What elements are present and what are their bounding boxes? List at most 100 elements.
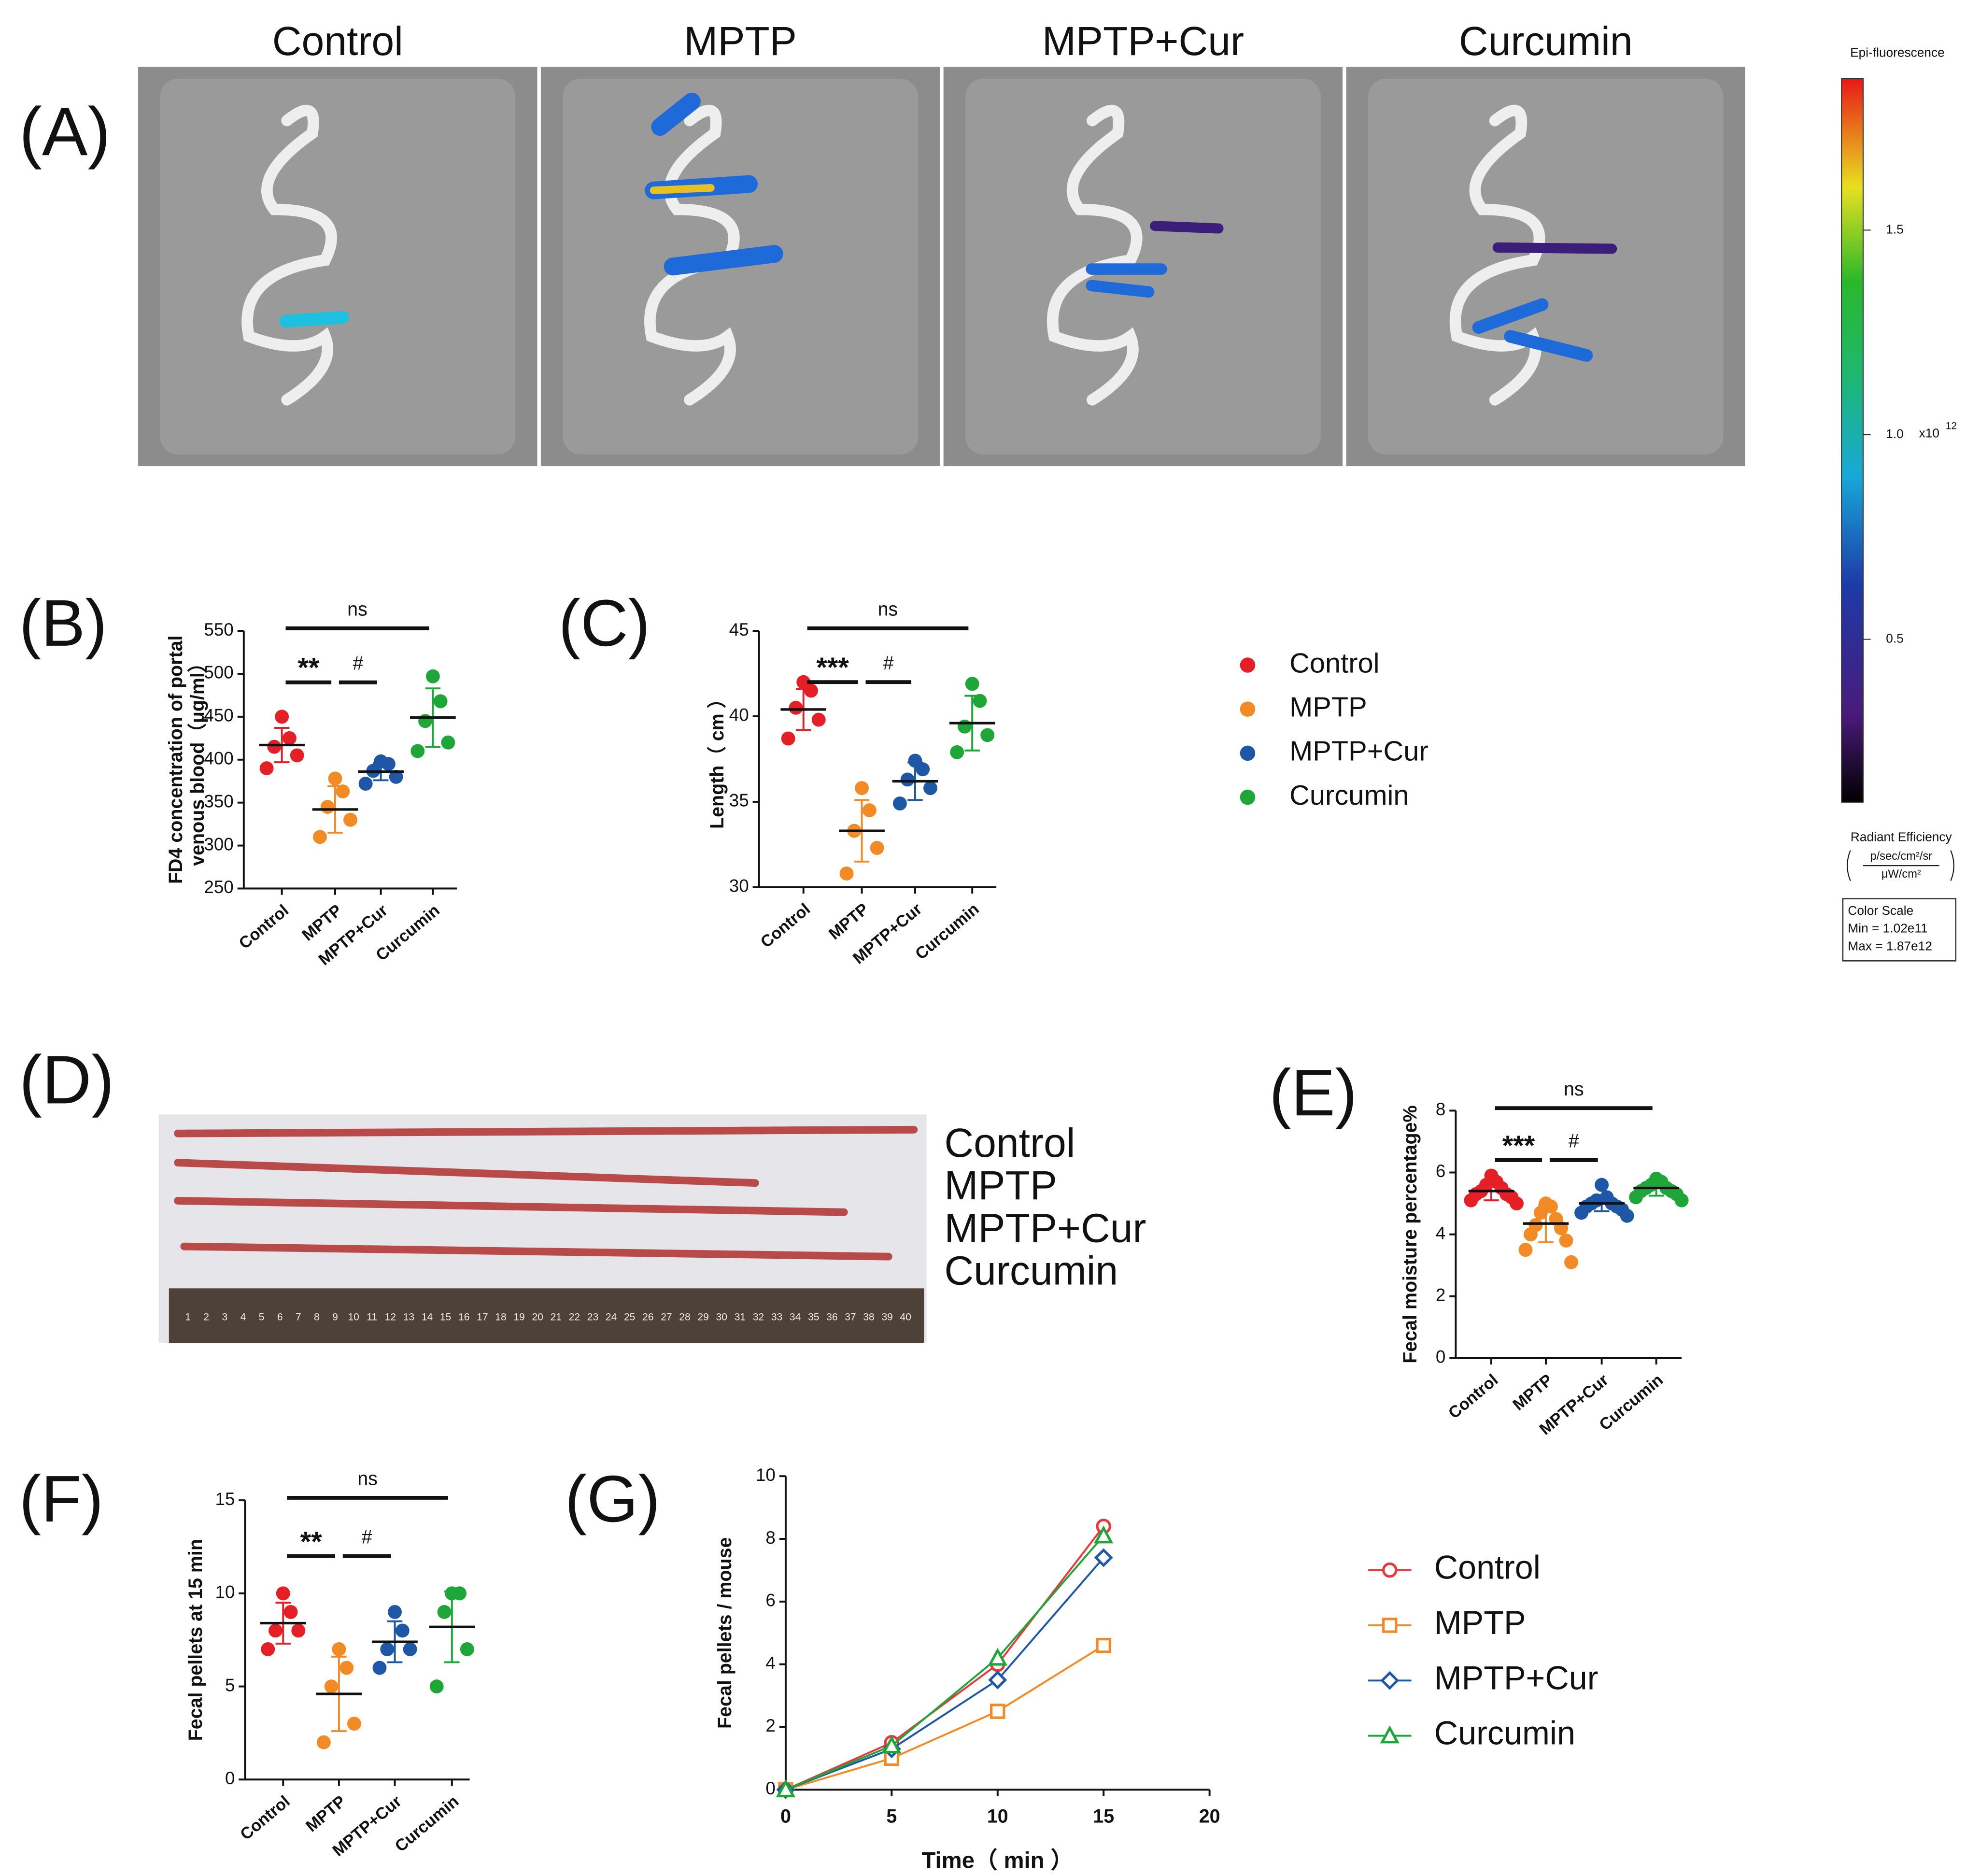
data-point bbox=[261, 1642, 275, 1656]
y-axis-label: Fecal pellets / mouse bbox=[714, 1537, 735, 1729]
significance-label: # bbox=[362, 1526, 372, 1548]
significance-label: ns bbox=[357, 1468, 378, 1490]
marker bbox=[1382, 1618, 1398, 1633]
data-point bbox=[425, 669, 440, 683]
colorbar-title: Epi-fluorescence bbox=[1850, 45, 1945, 59]
marker bbox=[1382, 1562, 1398, 1578]
significance-label: ** bbox=[300, 1526, 322, 1557]
y-tick-label: 6 bbox=[1436, 1161, 1445, 1181]
data-point bbox=[332, 1642, 346, 1656]
data-point bbox=[324, 1679, 339, 1694]
ruler-number: 24 bbox=[606, 1311, 617, 1322]
data-point bbox=[855, 781, 869, 796]
marker bbox=[1380, 1725, 1400, 1744]
unit-title: Radiant Efficiency bbox=[1851, 829, 1952, 844]
intestine bbox=[241, 104, 337, 406]
legend-dot bbox=[1240, 789, 1256, 805]
y-tick-label: 500 bbox=[204, 663, 233, 682]
series-line bbox=[785, 1525, 1104, 1791]
ruler-number: 35 bbox=[808, 1311, 819, 1322]
scale-min: Min = 1.02e11 bbox=[1848, 921, 1927, 936]
colon-label: Control bbox=[944, 1120, 1075, 1165]
y-tick-label: 8 bbox=[1436, 1099, 1445, 1119]
data-point bbox=[313, 830, 327, 844]
series-line bbox=[785, 1645, 1104, 1791]
data-point bbox=[320, 800, 335, 814]
data-point bbox=[1510, 1196, 1524, 1211]
data-point bbox=[957, 719, 972, 734]
data-point bbox=[380, 1642, 395, 1656]
data-point bbox=[980, 728, 995, 742]
data-point bbox=[290, 748, 304, 763]
x-tick-label: MPTP bbox=[1509, 1371, 1556, 1414]
marker bbox=[988, 1648, 1007, 1666]
ruler-number: 31 bbox=[735, 1311, 746, 1322]
ruler-number: 15 bbox=[440, 1311, 451, 1322]
colorbar: Epi-fluorescence x10 12 Radiant Efficien… bbox=[1841, 45, 1957, 962]
legend-label: MPTP+Cur bbox=[1434, 1660, 1598, 1696]
colorbar-multiplier: x10 bbox=[1919, 426, 1939, 441]
ruler-number: 20 bbox=[532, 1311, 543, 1322]
data-point bbox=[965, 677, 979, 691]
unit-numerator: p/sec/cm²/sr bbox=[1870, 850, 1932, 863]
data-point bbox=[275, 710, 289, 724]
image-title: Curcumin bbox=[1459, 18, 1633, 64]
data-point bbox=[973, 694, 987, 708]
ruler-number: 6 bbox=[277, 1311, 283, 1322]
data-point bbox=[403, 1642, 417, 1656]
data-point bbox=[343, 812, 358, 827]
y-tick-label: 40 bbox=[729, 705, 749, 725]
intestine bbox=[1047, 104, 1143, 406]
signal bbox=[1086, 263, 1167, 298]
y-tick-label: 0 bbox=[765, 1778, 775, 1798]
significance-label: # bbox=[1569, 1130, 1579, 1151]
y-tick-label: 400 bbox=[204, 749, 233, 768]
y-tick-label: 10 bbox=[215, 1582, 235, 1602]
data-point bbox=[460, 1642, 474, 1656]
data-point bbox=[1464, 1193, 1478, 1208]
x-tick-label: MPTP bbox=[825, 900, 872, 943]
legend-label: Curcumin bbox=[1289, 780, 1409, 811]
signal bbox=[1150, 221, 1617, 254]
ruler-number: 5 bbox=[259, 1311, 265, 1322]
data-point bbox=[358, 777, 373, 791]
legend-dot bbox=[1240, 745, 1256, 761]
data-point bbox=[283, 1605, 298, 1619]
data-point bbox=[1544, 1199, 1558, 1214]
ruler-number: 30 bbox=[716, 1311, 727, 1322]
marker bbox=[1096, 1637, 1111, 1653]
ruler bbox=[169, 1288, 924, 1343]
data-point bbox=[316, 1735, 331, 1749]
ruler-number: 22 bbox=[569, 1311, 580, 1322]
data-point bbox=[441, 735, 455, 750]
significance-label: ns bbox=[878, 598, 898, 620]
x-tick-label: Control bbox=[1445, 1371, 1501, 1422]
ruler-number: 9 bbox=[332, 1311, 338, 1322]
data-point bbox=[395, 1623, 410, 1638]
data-point bbox=[339, 1661, 354, 1675]
ruler-number: 34 bbox=[790, 1311, 801, 1322]
colorbar-tick-label: 1.5 bbox=[1886, 222, 1904, 236]
data-point bbox=[1534, 1206, 1548, 1220]
x-tick-label: Curcumin bbox=[392, 1792, 463, 1856]
colorbar-tick-label: 1.0 bbox=[1886, 426, 1904, 441]
y-tick-label: 15 bbox=[215, 1489, 235, 1509]
ruler-number: 1 bbox=[185, 1311, 191, 1322]
data-point bbox=[259, 761, 274, 776]
legend-label: MPTP bbox=[1434, 1605, 1526, 1641]
panel-label: (C) bbox=[559, 586, 651, 660]
ruler-number: 11 bbox=[367, 1311, 377, 1322]
y-axis-label: Length（ cm ） bbox=[707, 689, 728, 829]
ruler-number: 25 bbox=[624, 1311, 635, 1322]
significance-label: ns bbox=[347, 598, 368, 620]
x-tick-label: 20 bbox=[1199, 1806, 1220, 1827]
y-tick-label: 45 bbox=[729, 620, 749, 640]
data-point bbox=[291, 1623, 306, 1638]
colon-label: MPTP bbox=[944, 1163, 1057, 1208]
ruler-number: 39 bbox=[881, 1311, 892, 1322]
panel-label: (G) bbox=[565, 1462, 660, 1535]
data-point bbox=[950, 745, 964, 759]
y-tick-label: 30 bbox=[729, 876, 749, 896]
data-point bbox=[269, 1623, 283, 1638]
ruler-number: 19 bbox=[513, 1311, 524, 1322]
